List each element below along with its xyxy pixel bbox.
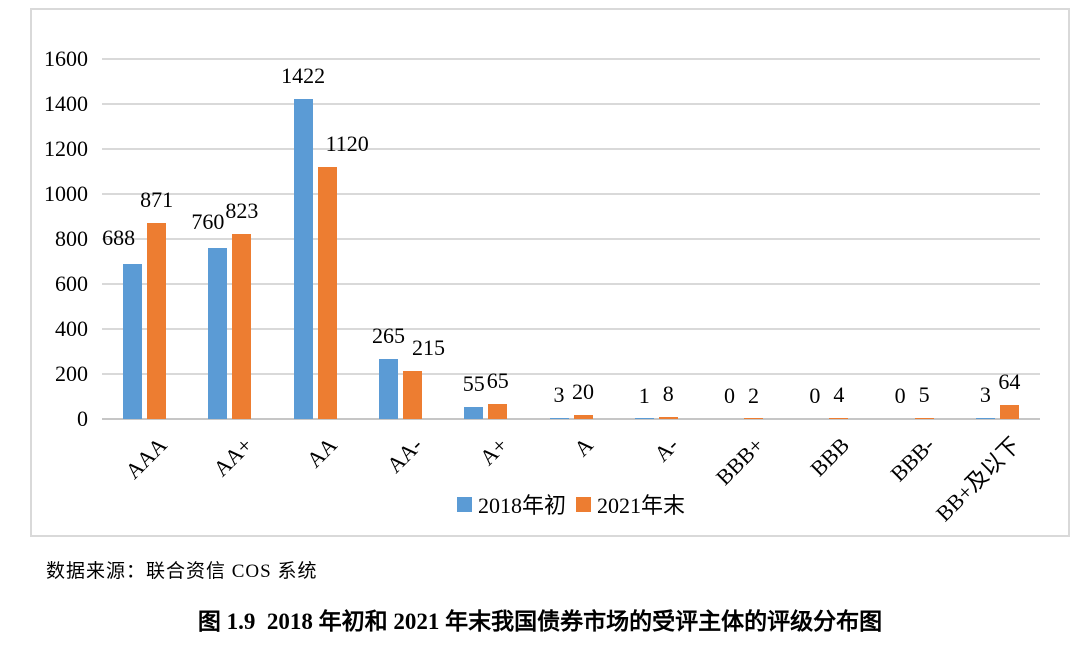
bar-2021年末-A bbox=[573, 414, 593, 419]
legend-item-2018: 2018年初 bbox=[456, 488, 566, 520]
bar-2021年末-BBB bbox=[829, 418, 849, 419]
gridline-1000 bbox=[102, 193, 1040, 195]
data-label-2021年末-AA+: 823 bbox=[225, 197, 259, 223]
bar-2018年初-A- bbox=[634, 418, 654, 419]
data-label-2018年初-BBB-: 0 bbox=[894, 383, 906, 408]
y-tick-label-0: 0 bbox=[77, 406, 88, 431]
bar-2021年末-A- bbox=[658, 417, 678, 419]
bar-2021年末-BBB- bbox=[914, 417, 934, 419]
gridline-600 bbox=[102, 283, 1040, 285]
data-label-2021年末-BBB: 4 bbox=[833, 382, 845, 408]
data-label-2018年初-BB+及以下: 3 bbox=[979, 382, 991, 408]
gridline-1400 bbox=[102, 103, 1040, 105]
bar-2021年末-AA+ bbox=[232, 233, 252, 419]
x-tick-label-A-: A- bbox=[649, 432, 684, 467]
chart-frame: 0 200 400 600 800 1000 1200 1400 1600 688 871 AAA 76… bbox=[30, 8, 1070, 537]
bar-2018年初-AAA bbox=[123, 264, 143, 419]
y-tick-label-400: 400 bbox=[55, 316, 88, 341]
data-label-2021年末-BBB-: 5 bbox=[918, 381, 930, 407]
x-tick-label-A+: A+ bbox=[475, 432, 513, 470]
data-label-2018年初-A+: 55 bbox=[462, 370, 485, 396]
gridline-1600 bbox=[102, 58, 1040, 60]
data-label-2021年末-AA-: 215 bbox=[411, 334, 445, 360]
gridline-1200 bbox=[102, 148, 1040, 150]
figure-caption: 图 1.9 2018 年初和 2021 年末我国债券市场的受评主体的评级分布图 bbox=[197, 609, 883, 634]
bar-2021年末-AAA bbox=[147, 223, 167, 419]
plot-area: 0 200 400 600 800 1000 1200 1400 1600 688 871 AAA 76… bbox=[32, 10, 1068, 535]
gridline-400 bbox=[102, 328, 1040, 330]
bar-2018年初-AA bbox=[293, 99, 313, 419]
y-tick-label-1400: 1400 bbox=[44, 91, 88, 116]
data-label-2021年末-A+: 65 bbox=[486, 368, 509, 394]
gridline-200 bbox=[102, 373, 1040, 375]
data-label-2018年初-BBB+: 0 bbox=[724, 383, 736, 408]
y-tick-label-800: 800 bbox=[55, 226, 88, 251]
bar-2021年末-AA- bbox=[402, 370, 422, 419]
bar-2018年初-AA- bbox=[378, 359, 398, 419]
x-tick-label-BBB+: BBB+ bbox=[710, 432, 769, 490]
y-tick-label-600: 600 bbox=[55, 271, 88, 296]
bar-2018年初-A+ bbox=[464, 406, 484, 419]
bar-2021年末-A+ bbox=[488, 404, 508, 419]
data-label-2018年初-AAA: 688 bbox=[102, 225, 136, 251]
data-label-2021年末-AAA: 871 bbox=[140, 187, 174, 213]
bar-2018年初-BB+及以下 bbox=[975, 418, 995, 419]
x-tick-label-AA-: AA- bbox=[382, 432, 428, 478]
data-label-2018年初-AA: 1422 bbox=[281, 63, 326, 89]
y-tick-label-1600: 1600 bbox=[44, 46, 88, 71]
data-label-2018年初-BBB: 0 bbox=[809, 383, 821, 408]
data-label-2018年初-A-: 1 bbox=[638, 382, 650, 408]
x-tick-label-AA: AA bbox=[302, 432, 343, 473]
bar-2021年末-BBB+ bbox=[744, 418, 764, 419]
legend-swatch-2021 bbox=[576, 496, 591, 512]
y-tick-label-200: 200 bbox=[55, 361, 88, 386]
y-tick-label-1200: 1200 bbox=[44, 136, 88, 161]
bar-2018年初-AA+ bbox=[208, 248, 228, 419]
x-tick-label-AA+: AA+ bbox=[207, 432, 257, 482]
data-label-2018年初-A: 3 bbox=[553, 382, 565, 408]
chart-legend: 2018年初 2021年末 bbox=[102, 488, 1040, 520]
bar-2021年末-AA bbox=[317, 167, 337, 419]
data-label-2021年末-A-: 8 bbox=[662, 381, 674, 407]
bar-2018年初-A bbox=[549, 418, 569, 419]
data-label-2018年初-AA-: 265 bbox=[371, 323, 405, 349]
gridline-800 bbox=[102, 238, 1040, 240]
legend-swatch-2018 bbox=[456, 496, 472, 512]
gridline-0 bbox=[102, 418, 1040, 420]
source-note: 数据来源：联合资信 COS 系统 bbox=[46, 561, 318, 582]
bar-2021年末-BB+及以下 bbox=[999, 404, 1019, 419]
data-label-2021年末-AA: 1120 bbox=[325, 131, 369, 156]
x-tick-label-BBB-: BBB- bbox=[885, 432, 940, 487]
x-tick-label-BBB: BBB bbox=[804, 432, 854, 482]
legend-item-2021: 2021年末 bbox=[576, 488, 685, 520]
data-label-2021年末-BB+及以下: 64 bbox=[998, 368, 1021, 394]
legend-label-2018: 2018年初 bbox=[477, 493, 566, 518]
x-tick-label-AAA: AAA bbox=[120, 432, 172, 484]
data-label-2021年末-A: 20 bbox=[572, 378, 594, 404]
legend-label-2021: 2021年末 bbox=[597, 493, 686, 518]
data-label-2018年初-AA+: 760 bbox=[191, 209, 225, 234]
data-label-2021年末-BBB+: 2 bbox=[748, 382, 760, 408]
y-tick-label-1000: 1000 bbox=[44, 181, 88, 206]
x-tick-label-A: A bbox=[569, 432, 598, 462]
